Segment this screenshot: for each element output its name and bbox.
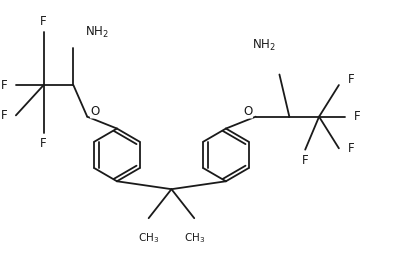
Text: O: O	[91, 105, 100, 118]
Text: F: F	[41, 15, 47, 28]
Text: O: O	[243, 105, 252, 118]
Text: F: F	[347, 73, 354, 86]
Text: CH$_3$: CH$_3$	[184, 231, 205, 245]
Text: F: F	[353, 110, 360, 123]
Text: NH$_2$: NH$_2$	[252, 38, 275, 53]
Text: F: F	[41, 136, 47, 149]
Text: F: F	[347, 142, 354, 155]
Text: F: F	[1, 78, 7, 91]
Text: NH$_2$: NH$_2$	[85, 25, 109, 40]
Text: F: F	[302, 154, 308, 167]
Text: CH$_3$: CH$_3$	[138, 231, 159, 245]
Text: F: F	[1, 109, 7, 122]
